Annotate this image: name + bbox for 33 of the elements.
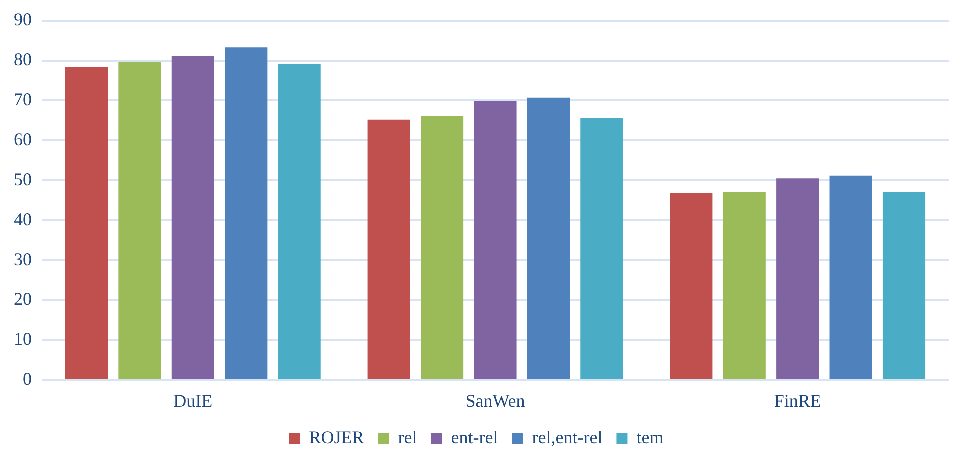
bar: [172, 56, 214, 380]
bar: [118, 62, 162, 380]
bar: [882, 192, 926, 380]
legend-label: tem: [636, 428, 664, 448]
legend-label: rel: [398, 428, 418, 448]
y-tick-label: 10: [14, 329, 32, 350]
bar: [670, 193, 713, 380]
y-tick-label: 60: [14, 129, 32, 150]
bar: [278, 64, 321, 380]
bar: [368, 120, 410, 380]
bar: [776, 178, 820, 380]
bar: [723, 192, 766, 380]
bar: [580, 118, 624, 380]
y-tick-label: 40: [14, 209, 32, 230]
x-tick-label: DuIE: [174, 390, 213, 411]
y-tick-label: 80: [14, 49, 32, 70]
legend-label: rel,ent-rel: [532, 428, 603, 448]
bar: [225, 48, 268, 380]
bar: [830, 176, 872, 380]
legend-label: ROJER: [309, 428, 364, 448]
bar: [527, 98, 570, 380]
legend-label: ent-rel: [451, 428, 498, 448]
y-tick-label: 90: [14, 10, 32, 30]
bar: [65, 67, 108, 380]
bar: [474, 102, 517, 380]
x-tick-label: FinRE: [774, 390, 822, 411]
y-tick-label: 50: [14, 169, 32, 190]
y-tick-label: 20: [14, 289, 32, 310]
y-tick-label: 70: [14, 89, 32, 110]
x-tick-label: SanWen: [466, 390, 526, 411]
y-tick-label: 0: [23, 369, 32, 390]
y-tick-label: 30: [14, 249, 32, 270]
bar: [421, 116, 464, 380]
